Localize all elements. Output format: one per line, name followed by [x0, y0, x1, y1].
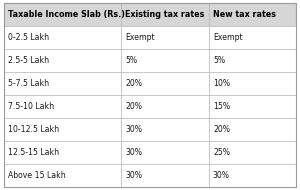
Text: 30%: 30% — [213, 171, 230, 180]
Text: 30%: 30% — [125, 148, 142, 157]
Text: New tax rates: New tax rates — [213, 10, 276, 19]
Bar — [121, 3, 208, 26]
Text: 0-2.5 Lakh: 0-2.5 Lakh — [8, 33, 49, 42]
Text: Existing tax rates: Existing tax rates — [125, 10, 205, 19]
Bar — [208, 3, 296, 26]
Text: 10%: 10% — [213, 79, 230, 88]
Text: Above 15 Lakh: Above 15 Lakh — [8, 171, 66, 180]
Bar — [208, 26, 296, 49]
Text: Exempt: Exempt — [213, 33, 243, 42]
Text: 5%: 5% — [125, 56, 137, 65]
Text: 12.5-15 Lakh: 12.5-15 Lakh — [8, 148, 59, 157]
Bar — [208, 141, 296, 164]
Text: Taxable Income Slab (Rs.): Taxable Income Slab (Rs.) — [8, 10, 125, 19]
Bar — [4, 141, 121, 164]
Text: 25%: 25% — [213, 148, 230, 157]
Text: 30%: 30% — [125, 125, 142, 134]
Bar — [121, 164, 208, 187]
Bar — [121, 49, 208, 72]
Text: 5%: 5% — [213, 56, 225, 65]
Bar — [121, 95, 208, 118]
Text: 15%: 15% — [213, 102, 230, 111]
Bar — [121, 72, 208, 95]
Text: 10-12.5 Lakh: 10-12.5 Lakh — [8, 125, 59, 134]
Bar — [4, 3, 121, 26]
Text: 20%: 20% — [213, 125, 230, 134]
Bar — [4, 118, 121, 141]
Bar — [208, 118, 296, 141]
Text: 2.5-5 Lakh: 2.5-5 Lakh — [8, 56, 49, 65]
Bar — [4, 164, 121, 187]
Bar — [208, 49, 296, 72]
Bar — [121, 141, 208, 164]
Bar — [208, 95, 296, 118]
Bar — [121, 118, 208, 141]
Bar — [4, 26, 121, 49]
Text: 20%: 20% — [125, 102, 142, 111]
Bar — [4, 49, 121, 72]
Bar — [4, 95, 121, 118]
Bar — [208, 72, 296, 95]
Text: 20%: 20% — [125, 79, 142, 88]
Text: Exempt: Exempt — [125, 33, 155, 42]
Text: 5-7.5 Lakh: 5-7.5 Lakh — [8, 79, 49, 88]
Bar — [121, 26, 208, 49]
Text: 30%: 30% — [125, 171, 142, 180]
Bar — [4, 72, 121, 95]
Text: 7.5-10 Lakh: 7.5-10 Lakh — [8, 102, 54, 111]
Bar — [208, 164, 296, 187]
